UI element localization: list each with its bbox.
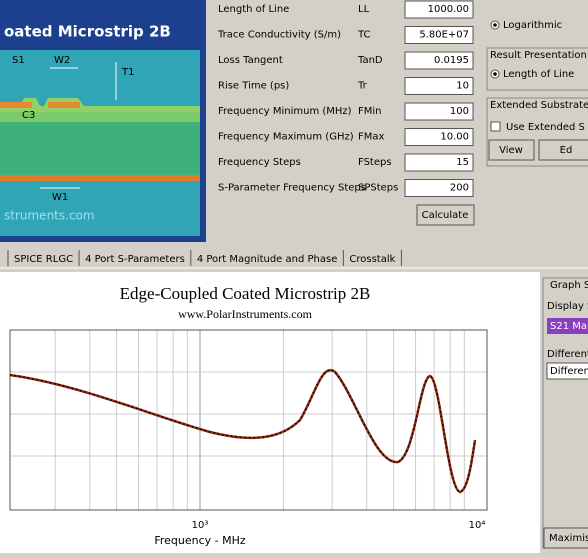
- param-label: Length of Line: [218, 4, 289, 15]
- dim-label: S1: [12, 55, 25, 66]
- button-label: Calculate: [422, 210, 469, 221]
- button-label: View: [499, 145, 523, 156]
- radio-dot: [493, 23, 497, 27]
- screenshot: oated Microstrip 2B S1 W2 T1 C3 W1 strum…: [0, 0, 588, 553]
- dim-label: W2: [54, 55, 70, 66]
- param-value: 10: [456, 81, 469, 92]
- param-label: S-Parameter Frequency Steps: [218, 183, 366, 194]
- button-label: Maximis: [549, 533, 588, 544]
- x-tick-label: 10⁴: [469, 520, 486, 531]
- select-value: S21 Ma: [550, 321, 587, 332]
- ground-plane: [0, 175, 200, 181]
- select-value: Differen: [550, 366, 588, 377]
- option-label: Logarithmic: [503, 20, 562, 31]
- diagram-title: oated Microstrip 2B: [4, 23, 171, 41]
- x-axis-label: Frequency - MHz: [154, 534, 246, 547]
- graph-title: Edge-Coupled Coated Microstrip 2B: [120, 284, 371, 303]
- option-label: Length of Line: [503, 69, 574, 80]
- substrate-layer: [0, 120, 200, 180]
- group-label: Extended Substrate: [490, 100, 588, 111]
- graph-subtitle: www.PolarInstruments.com: [178, 307, 313, 321]
- checkbox[interactable]: [491, 122, 500, 131]
- page: {"diagram_panel": {"title": "oated Micro…: [0, 0, 588, 553]
- dim-label: W1: [52, 192, 68, 203]
- param-value: 200: [450, 183, 469, 194]
- radio-dot: [493, 72, 497, 76]
- param-value: 100: [450, 106, 469, 117]
- field-label: Display S: [547, 301, 588, 312]
- param-label: Trace Conductivity (S/m): [217, 30, 341, 41]
- param-value: 0.0195: [434, 55, 469, 66]
- option-label: Use Extended S: [506, 122, 585, 133]
- group-label: Graph S: [550, 280, 588, 291]
- param-symbol: TanD: [357, 55, 383, 66]
- trace: [0, 102, 32, 108]
- param-symbol: TC: [357, 30, 371, 41]
- param-symbol: FSteps: [358, 157, 392, 168]
- field-label: Different: [547, 349, 588, 360]
- tab-label[interactable]: 4 Port S-Parameters: [85, 254, 185, 265]
- dim-label: C3: [22, 110, 35, 121]
- group-label: Result Presentation: [490, 50, 587, 61]
- param-symbol: FMax: [358, 132, 385, 143]
- param-symbol: FMin: [358, 106, 382, 117]
- param-label: Frequency Minimum (MHz): [218, 106, 352, 117]
- param-label: Loss Tangent: [218, 55, 283, 66]
- tab-label[interactable]: SPICE RLGC: [14, 254, 73, 265]
- param-value: 10.00: [440, 132, 469, 143]
- tab-label[interactable]: Crosstalk: [349, 254, 395, 265]
- param-label: Frequency Maximum (GHz): [218, 132, 354, 143]
- x-tick-label: 10³: [192, 520, 209, 531]
- param-label: Rise Time (ps): [218, 81, 289, 92]
- diagram-footer: struments.com: [4, 209, 95, 223]
- param-value: 5.80E+07: [419, 30, 469, 41]
- param-symbol: Tr: [357, 81, 368, 92]
- param-value: 15: [456, 157, 469, 168]
- trace: [48, 102, 80, 108]
- button-label: Ed: [560, 145, 573, 156]
- tab-label[interactable]: 4 Port Magnitude and Phase: [197, 254, 338, 265]
- param-label: Frequency Steps: [218, 157, 301, 168]
- param-symbol: SPSteps: [358, 183, 398, 194]
- param-symbol: LL: [358, 4, 370, 15]
- dim-label: T1: [121, 67, 134, 78]
- param-value: 1000.00: [428, 4, 469, 15]
